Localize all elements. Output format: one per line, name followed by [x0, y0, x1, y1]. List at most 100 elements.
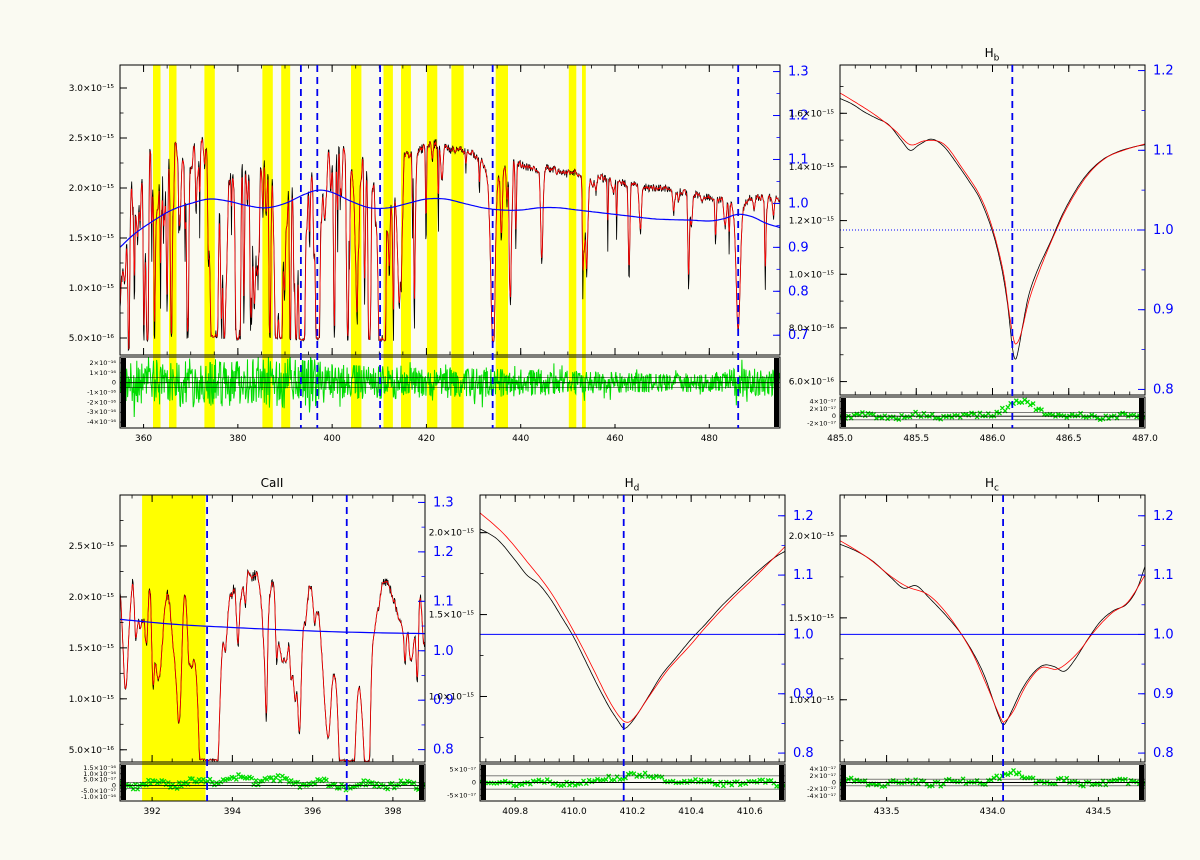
x-tick-label: 410.6	[737, 807, 763, 817]
observed-spectrum-line	[840, 98, 1145, 360]
title-sub: d	[633, 483, 640, 494]
x-tick-label: 440	[512, 434, 529, 444]
x-tick-label: 486.0	[980, 434, 1006, 444]
residual-tick-label: 1×10⁻¹⁶	[90, 369, 117, 377]
residual-marks	[840, 767, 1145, 790]
y-left-tick-label: 2.0×10⁻¹⁵	[429, 529, 475, 539]
residual-tick-label: 2×10⁻¹⁷	[810, 772, 837, 780]
residual-panel: 5×10⁻¹⁷ 0 -5×10⁻¹⁷	[447, 763, 786, 802]
x-tick-label: 400	[324, 434, 341, 444]
y-right-tick-label: 1.3	[433, 495, 454, 510]
synthetic-spectrum-line	[120, 138, 780, 350]
y-left-tick-label: 1.2×10⁻¹⁵	[789, 217, 835, 227]
x-tick-label: 434.5	[1086, 807, 1112, 817]
y-left-tick-label: 2.0×10⁻¹⁵	[69, 184, 115, 194]
y-right-tick-label: 0.7	[788, 328, 809, 343]
y-left-tick-label: 2.5×10⁻¹⁵	[69, 542, 115, 552]
y-axis-right: 0.8 0.9 1.0 1.1 1.2	[1138, 64, 1174, 397]
residual-edge-block	[121, 765, 126, 800]
residual-tick-label: -1×10⁻¹⁶	[87, 389, 116, 397]
y-left-tick-label: 1.0×10⁻¹⁵	[789, 696, 835, 706]
y-left-tick-label: 2.0×10⁻¹⁵	[69, 593, 115, 603]
y-right-tick-label: 1.2	[433, 545, 454, 560]
title-main: CaII	[260, 476, 284, 490]
title-main: H	[985, 476, 995, 490]
residual-tick-label: 0	[832, 412, 836, 420]
x-axis: 409.8 410.0 410.2 410.4 410.6	[485, 495, 780, 817]
residual-edge-block	[121, 358, 126, 427]
mask-band	[582, 65, 586, 428]
y-axis-right: 0.8 0.9 1.0 1.1 1.2	[1138, 509, 1174, 761]
residual-tick-label: 5×10⁻¹⁷	[450, 765, 477, 773]
synthetic-spectrum-line	[840, 92, 1145, 345]
residual-tick-label: -5×10⁻¹⁷	[447, 792, 476, 800]
residual-tick-label: 0	[112, 781, 116, 789]
title-sub: b	[993, 53, 1000, 64]
plot-border	[839, 494, 1146, 763]
y-right-tick-label: 1.2	[793, 509, 814, 524]
x-tick-label: 410.2	[620, 807, 646, 817]
residual-tick-label: -3×10⁻¹⁶	[87, 408, 116, 416]
residual-edge-block	[779, 765, 784, 800]
mask-band	[451, 65, 464, 428]
mask-band	[142, 495, 206, 801]
y-right-tick-label: 0.8	[433, 743, 454, 758]
plot-border	[479, 494, 786, 763]
y-right-tick-label: 1.0	[788, 196, 809, 211]
mask-band	[401, 65, 411, 428]
y-right-tick-label: 0.9	[1153, 303, 1174, 318]
y-right-tick-label: 0.8	[1153, 382, 1174, 397]
residual-panel: 1.5×10⁻¹⁶1.0×10⁻¹⁶5.0×10⁻¹⁷0-5.0×10⁻¹⁷-1…	[81, 763, 426, 802]
mask-band	[204, 65, 215, 428]
x-tick-label: 487.0	[1132, 434, 1158, 444]
y-left-tick-label: 1.5×10⁻¹⁵	[69, 234, 115, 244]
synthetic-spectrum-line	[480, 512, 785, 723]
title-sub: c	[994, 483, 999, 494]
y-axis-left: 5.0×10⁻¹⁶ 1.0×10⁻¹⁵ 1.5×10⁻¹⁵ 2.0×10⁻¹⁵ 2.5×…	[69, 520, 127, 756]
x-tick-label: 410.0	[561, 807, 587, 817]
residual-tick-label: -5.0×10⁻¹⁷	[81, 787, 116, 795]
residual-marks	[840, 397, 1145, 423]
residual-tick-label: 2×10⁻¹⁶	[90, 359, 117, 367]
y-left-tick-label: 1.4×10⁻¹⁵	[789, 163, 835, 173]
residual-edge-block	[1139, 765, 1144, 800]
y-left-tick-label: 1.5×10⁻¹⁵	[69, 644, 115, 654]
mask-band	[426, 65, 438, 428]
y-left-tick-label: 1.5×10⁻¹⁵	[429, 611, 475, 621]
residual-tick-label: 0	[832, 779, 836, 787]
y-left-tick-label: 1.0×10⁻¹⁵	[69, 284, 115, 294]
y-right-tick-label: 1.0	[793, 627, 814, 642]
residual-tick-label: 2×10⁻¹⁷	[810, 405, 837, 413]
y-axis-left: 1.0×10⁻¹⁵ 1.5×10⁻¹⁵ 2.0×10⁻¹⁵	[429, 529, 487, 738]
observed-spectrum-line	[840, 543, 1145, 726]
y-right-tick-label: 0.8	[788, 284, 809, 299]
residual-border	[119, 763, 426, 802]
y-right-tick-label: 1.2	[1153, 64, 1174, 79]
y-axis-right: 0.7 0.8 0.9 1.0 1.1 1.2 1.3	[773, 65, 809, 343]
x-tick-label: 460	[606, 434, 623, 444]
residual-tick-label: 5.0×10⁻¹⁷	[83, 776, 116, 784]
residual-edge-block	[774, 358, 779, 427]
y-right-tick-label: 1.2	[1153, 509, 1174, 524]
x-tick-label: 396	[304, 807, 321, 817]
residual-marks	[480, 770, 785, 789]
residual-panel: 2×10⁻¹⁶ 1×10⁻¹⁶ 0 -1×10⁻¹⁶-2×10⁻¹⁶ -3×10⁻¹⁶ -…	[87, 356, 781, 429]
x-tick-label: 410.4	[678, 807, 704, 817]
residual-tick-label: 4×10⁻¹⁷	[810, 765, 837, 773]
panel-title-hd: Hd	[625, 476, 640, 493]
x-tick-label: 433.5	[874, 807, 900, 817]
y-right-tick-label: 0.9	[788, 240, 809, 255]
mask-band	[495, 65, 508, 428]
plot-border	[119, 64, 781, 356]
title-main: H	[984, 46, 994, 60]
x-tick-label: 398	[384, 807, 401, 817]
residual-edge-block	[841, 398, 846, 427]
y-left-tick-label: 5.0×10⁻¹⁶	[69, 334, 115, 344]
x-axis: 485.0 485.5 486.0 486.5 487.0	[827, 65, 1158, 444]
y-axis-left: 6.0×10⁻¹⁶ 8.0×10⁻¹⁶ 1.0×10⁻¹⁵ 1.2×10⁻¹⁵ 1.4×…	[789, 86, 847, 388]
y-right-tick-label: 0.9	[793, 687, 814, 702]
x-tick-label: 486.5	[1056, 434, 1082, 444]
residual-tick-label: 4×10⁻¹⁷	[810, 397, 837, 405]
residual-tick-label: -4×10⁻¹⁶	[87, 418, 116, 426]
